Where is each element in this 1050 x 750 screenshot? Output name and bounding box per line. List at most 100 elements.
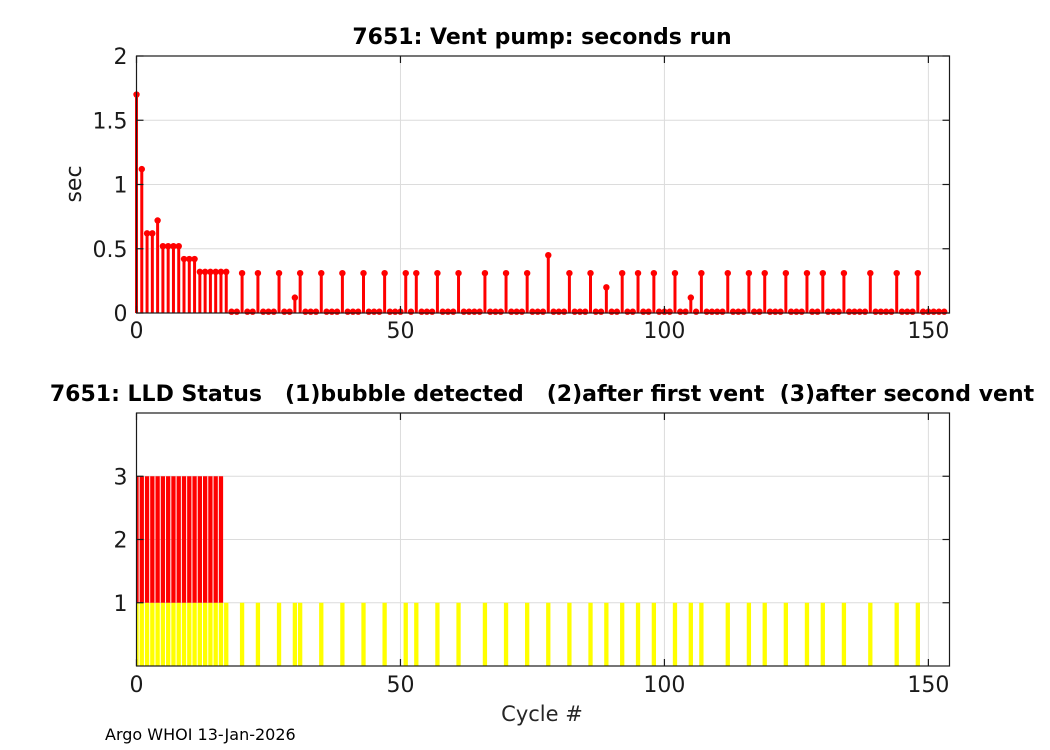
x-tick-label: 150 — [907, 673, 949, 698]
status-bar-yellow — [197, 602, 203, 666]
status-bar-red — [176, 476, 181, 603]
status-bar-yellow — [894, 602, 899, 666]
status-bar-yellow — [525, 602, 530, 666]
status-bar-yellow — [725, 602, 730, 666]
status-bar-yellow — [144, 602, 150, 666]
stem-marker — [455, 269, 462, 277]
stem-marker — [867, 269, 874, 277]
status-bar-red — [208, 476, 213, 603]
status-bar-red — [192, 476, 197, 603]
stem-marker — [275, 269, 283, 277]
status-bar-yellow — [160, 602, 166, 666]
status-bar-yellow — [651, 602, 657, 666]
status-bar-yellow — [382, 602, 387, 666]
status-bar-red — [218, 476, 224, 603]
stem-marker — [909, 308, 916, 315]
status-bar-yellow — [224, 602, 229, 666]
top-chart-ylabel: sec — [62, 165, 87, 203]
stem-marker — [318, 269, 325, 277]
stem-series — [133, 91, 948, 315]
stem-marker — [698, 269, 705, 277]
stem-marker — [560, 308, 568, 315]
stem-marker — [603, 284, 610, 291]
stem-marker — [360, 269, 367, 277]
status-bar-yellow — [635, 602, 641, 666]
footer-credit: Argo WHOI 13-Jan-2026 — [105, 725, 296, 744]
stem-marker — [175, 242, 182, 250]
stem-marker — [170, 242, 177, 250]
stem-marker — [840, 269, 848, 277]
stem-marker — [196, 268, 204, 276]
stem-marker — [476, 308, 483, 315]
status-bar-series — [136, 476, 920, 666]
x-tick-label: 150 — [907, 319, 949, 344]
status-bar-yellow — [181, 602, 187, 666]
stem-marker — [497, 308, 504, 315]
y-tick-label: 1.5 — [93, 109, 128, 134]
stem-marker — [434, 269, 441, 277]
status-bar-yellow — [208, 602, 213, 666]
status-bar-yellow — [567, 602, 572, 666]
status-bar-yellow — [136, 602, 139, 666]
status-bar-yellow — [456, 602, 461, 666]
status-bar-red — [197, 476, 203, 603]
stem-marker — [201, 268, 209, 276]
stem-marker — [613, 308, 621, 315]
status-bar-red — [160, 476, 166, 603]
stem-marker — [618, 269, 626, 277]
stem-marker — [671, 269, 679, 277]
stem-marker — [164, 242, 172, 250]
stem-marker — [745, 269, 753, 277]
stem-marker — [191, 255, 198, 263]
stem-marker — [861, 308, 869, 315]
stem-marker — [407, 308, 415, 315]
y-tick-label: 1 — [114, 174, 128, 199]
stem-marker — [502, 269, 510, 277]
y-tick-label: 2 — [114, 529, 128, 554]
stem-marker — [296, 269, 304, 277]
stem-marker — [597, 308, 605, 315]
stem-marker — [413, 269, 420, 277]
status-bar-yellow — [804, 602, 810, 666]
stem-marker — [761, 269, 768, 277]
stem-marker — [629, 308, 636, 315]
status-bar-red — [155, 476, 160, 603]
stem-marker — [254, 269, 262, 277]
top-chart-title: 7651: Vent pump: seconds run — [352, 25, 732, 50]
y-tick-label: 1 — [114, 592, 128, 617]
status-bar-yellow — [482, 602, 488, 666]
stem-marker — [682, 308, 689, 315]
status-bar-yellow — [841, 602, 847, 666]
status-bar-yellow — [171, 602, 176, 666]
stem-marker — [634, 269, 642, 277]
stem-marker — [814, 308, 821, 315]
status-bar-yellow — [688, 602, 693, 666]
stem-marker — [888, 308, 895, 315]
stem-marker — [835, 308, 842, 315]
stem-marker — [566, 269, 573, 277]
status-bar-yellow — [588, 602, 593, 666]
status-bar-yellow — [150, 602, 155, 666]
stem-marker — [223, 268, 230, 276]
stem-marker — [798, 308, 805, 315]
stem-marker — [687, 294, 695, 301]
status-bar-yellow — [746, 602, 752, 666]
stem-marker — [381, 269, 388, 277]
stem-marker — [539, 308, 547, 315]
y-tick-label: 0.5 — [93, 238, 128, 263]
stem-marker — [212, 268, 219, 276]
status-bar-yellow — [783, 602, 788, 666]
status-bar-yellow — [139, 602, 144, 666]
stem-marker — [291, 294, 299, 301]
status-bar-yellow — [192, 602, 197, 666]
stem-marker — [803, 269, 811, 277]
status-bar-yellow — [255, 602, 261, 666]
stem-marker — [645, 308, 652, 315]
status-bar-yellow — [699, 602, 704, 666]
status-bar-yellow — [298, 602, 303, 666]
status-bar-yellow — [672, 602, 678, 666]
status-bar-yellow — [762, 602, 767, 666]
status-bar-yellow — [292, 602, 298, 666]
status-bar-red — [213, 476, 218, 603]
